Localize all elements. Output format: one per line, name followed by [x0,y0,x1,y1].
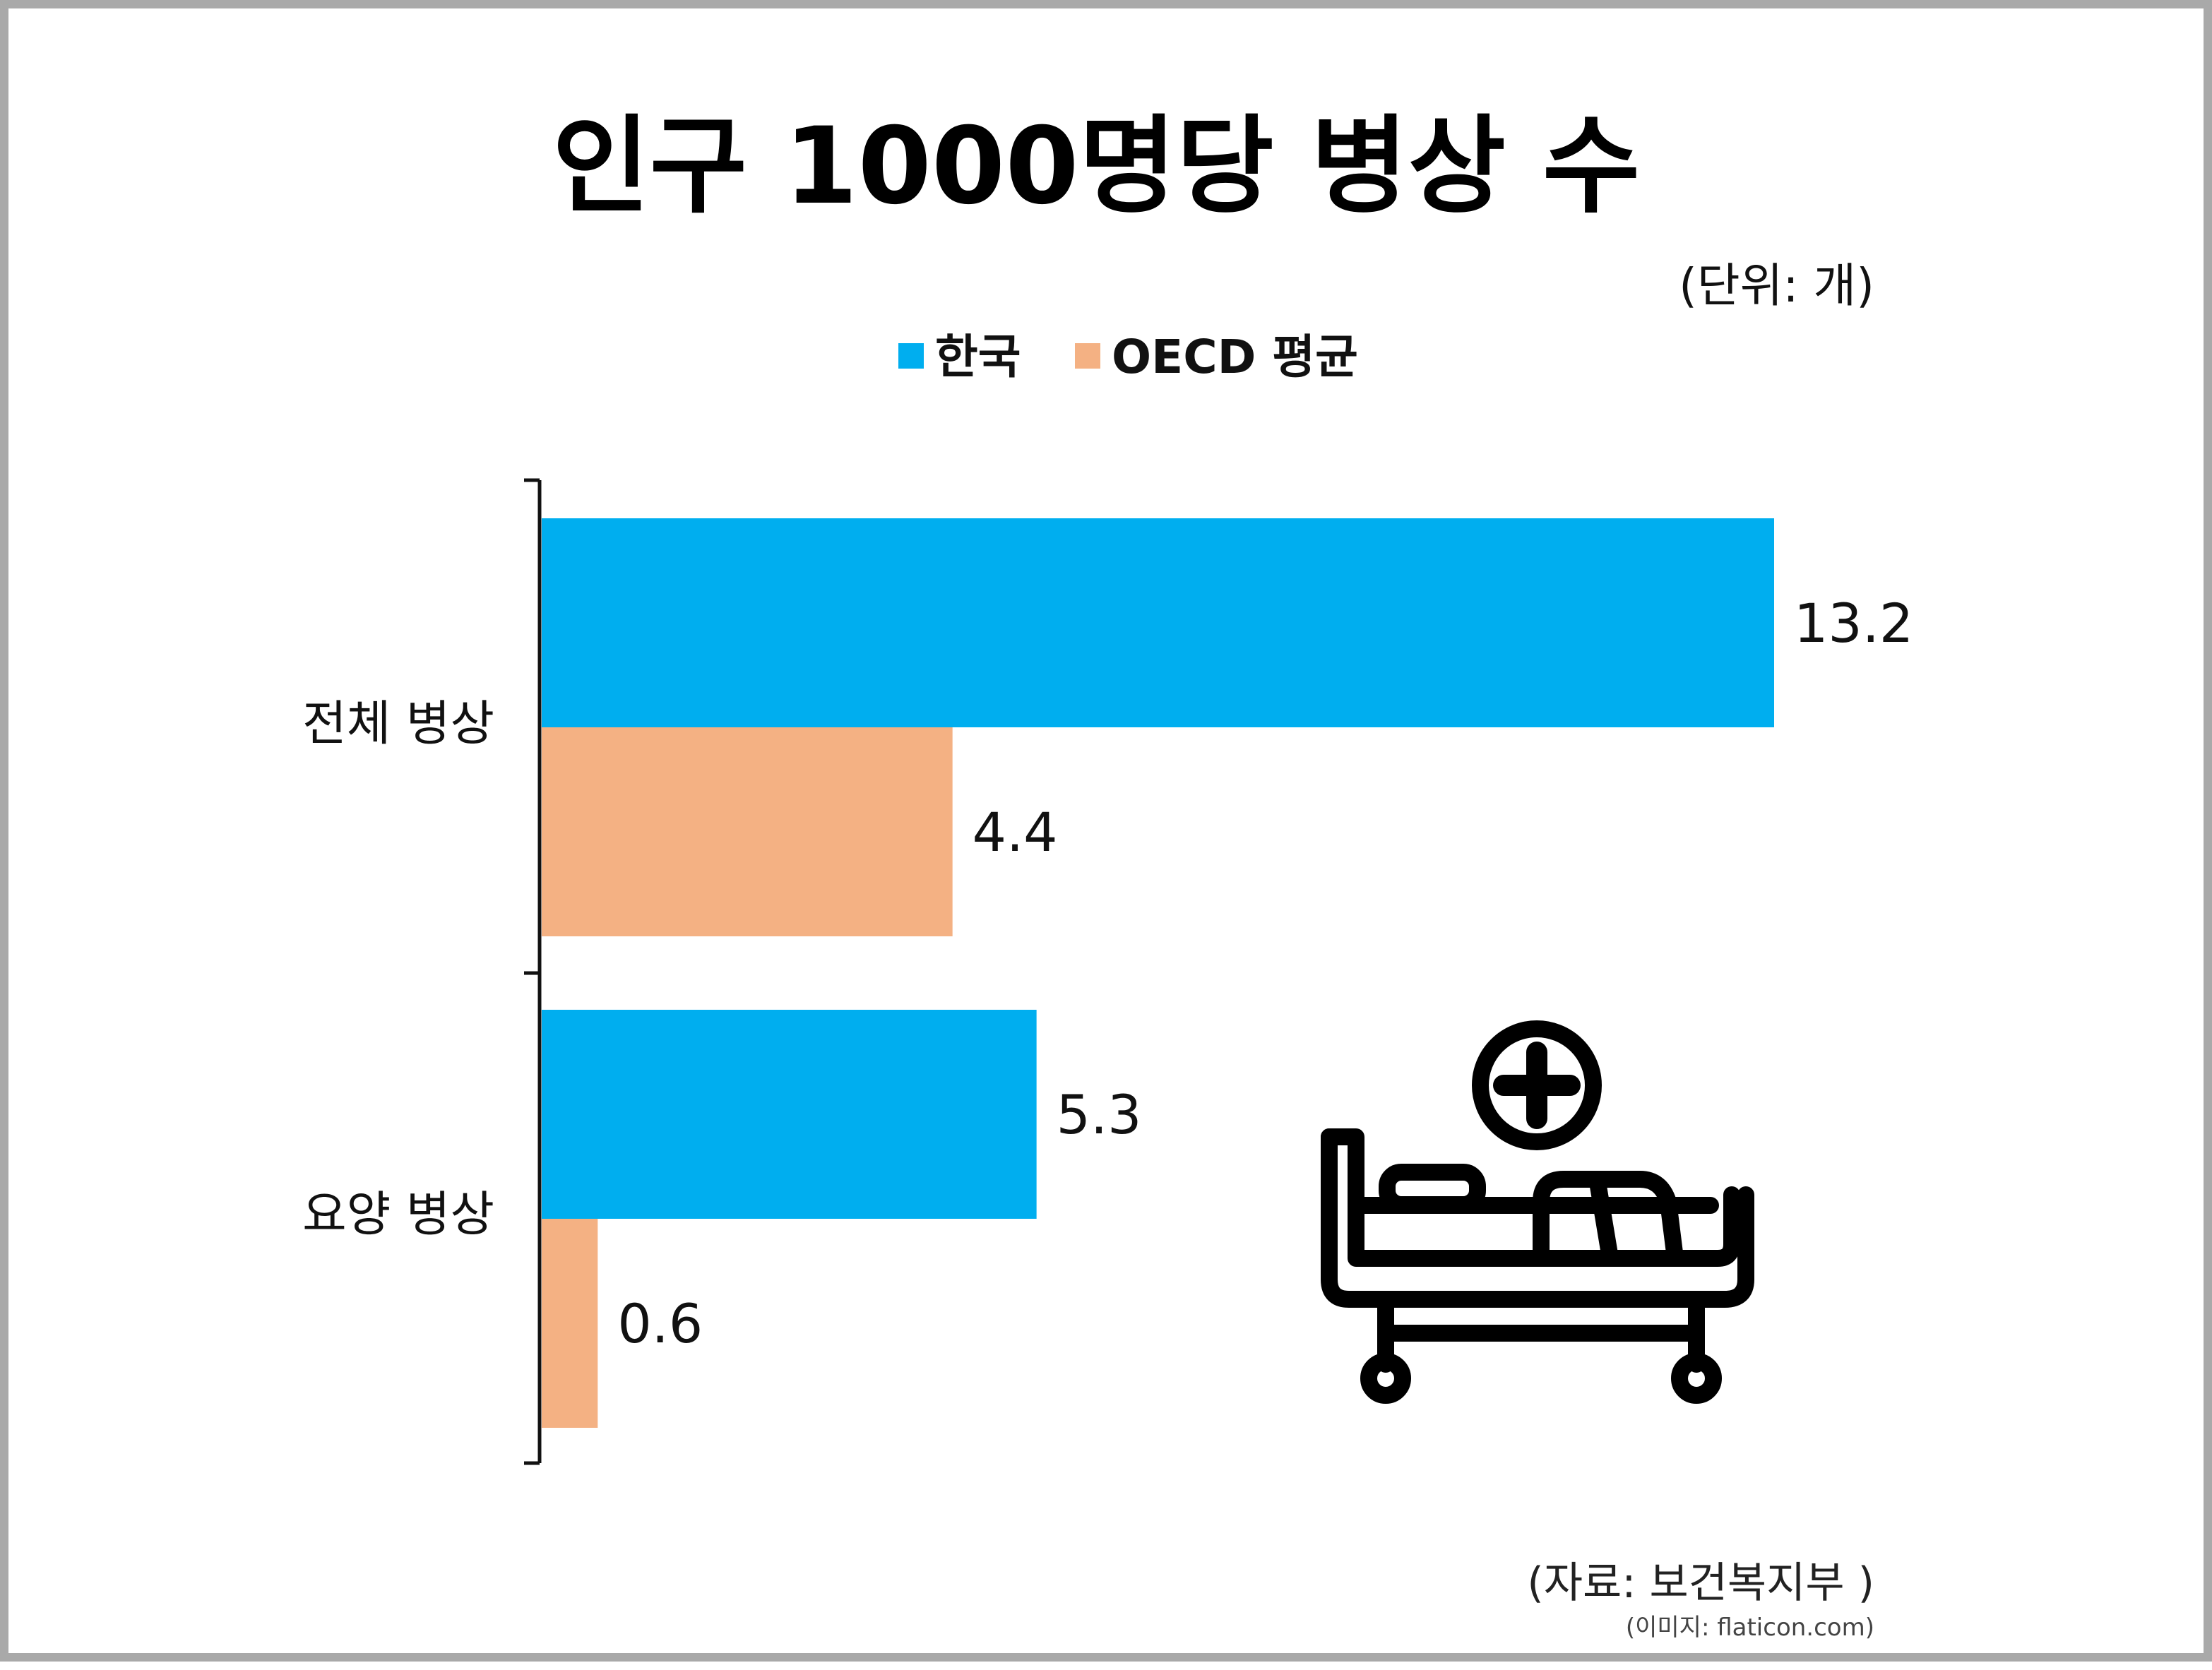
category-label-total: 전체 병상 [302,696,494,752]
chart-canvas: 인구 1000명당 병상 수 (단위: 개) 한국 OECD 평균 전체 병상 … [302,105,1913,1642]
bar-total-korea [542,518,1774,727]
legend-label-korea: 한국 [935,330,1021,384]
value-label-longterm-oecd: 0.6 [617,1292,703,1355]
bars [542,518,1774,1428]
unit-note: (단위: 개) [1679,258,1874,313]
category-axis: 전체 병상 요양 병상 [302,478,542,1465]
legend-swatch-oecd [1075,343,1100,369]
bar-total-oecd [542,727,953,936]
value-labels: 13.2 4.4 5.3 0.6 [617,592,1913,1355]
bar-longterm-korea [542,1010,1037,1219]
source-note: (자료: 보건복지부 ) [1527,1558,1874,1608]
value-label-total-korea: 13.2 [1794,592,1913,655]
value-label-total-oecd: 4.4 [973,801,1058,864]
bar-longterm-oecd [542,1219,598,1428]
hospital-bed-icon [1321,1020,1754,1404]
category-label-longterm: 요양 병상 [302,1187,494,1243]
legend: 한국 OECD 평균 [898,330,1358,384]
legend-swatch-korea [898,343,924,369]
image-credit: (이미지: flaticon.com) [1626,1614,1874,1642]
chart-title: 인구 1000명당 병상 수 [552,105,1640,228]
legend-label-oecd: OECD 평균 [1112,330,1358,384]
value-label-longterm-korea: 5.3 [1057,1083,1142,1146]
